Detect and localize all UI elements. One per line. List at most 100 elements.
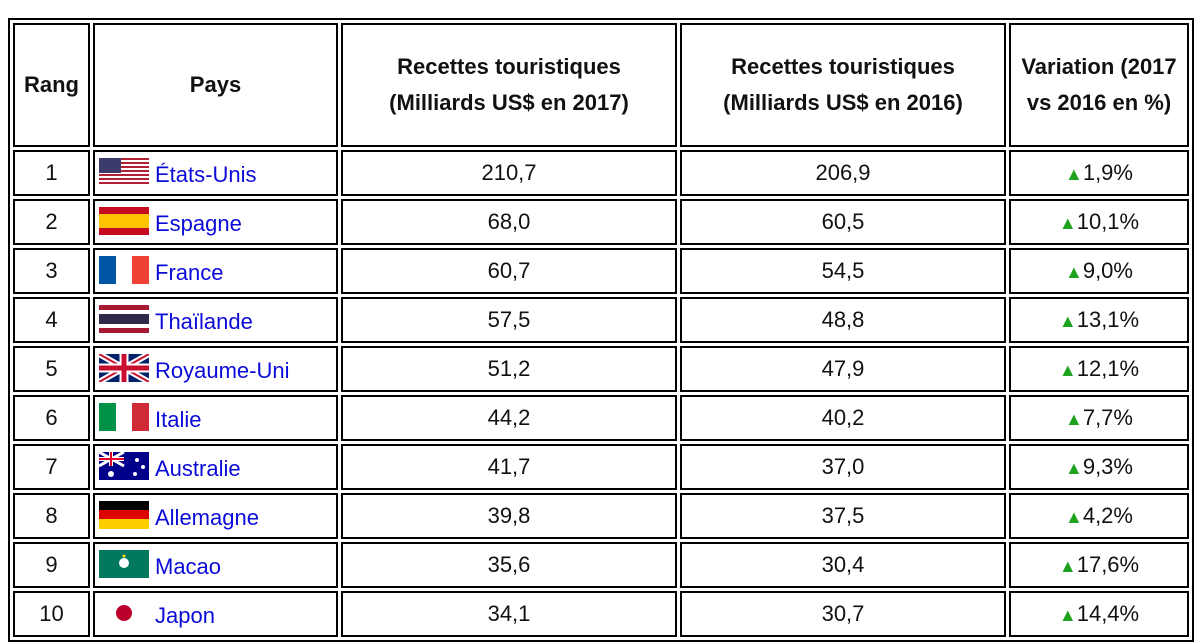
country-cell: Royaume-Uni (93, 346, 338, 392)
variation-cell: ▲7,7% (1009, 395, 1189, 441)
rank-cell: 10 (13, 591, 90, 637)
data-row: 7 Australie 41,7 37,0 ▲9,3% (13, 444, 1189, 490)
value-cell: 37,0 (680, 444, 1006, 490)
flag-icon (99, 550, 149, 578)
country-link[interactable]: Royaume-Uni (155, 358, 290, 383)
country-cell: Allemagne (93, 493, 338, 539)
country-cell: Australie (93, 444, 338, 490)
rank-cell: 9 (13, 542, 90, 588)
value-cell: 44,2 (341, 395, 677, 441)
flag-icon (99, 599, 149, 627)
value-cell: 39,8 (341, 493, 677, 539)
rank-cell: 6 (13, 395, 90, 441)
up-arrow-icon: ▲ (1065, 164, 1083, 184)
header-cell: Recettes touristiques (Milliards US$ en … (341, 23, 677, 147)
variation-cell: ▲1,9% (1009, 150, 1189, 196)
variation-value: 9,3% (1082, 454, 1133, 479)
variation-cell: ▲13,1% (1009, 297, 1189, 343)
flag-icon (99, 501, 149, 529)
up-arrow-icon: ▲ (1058, 556, 1077, 576)
data-row: 1 États-Unis 210,7 206,9 ▲1,9% (13, 150, 1189, 196)
country-link[interactable]: Espagne (155, 211, 242, 236)
value-cell: 48,8 (680, 297, 1006, 343)
value-cell: 41,7 (341, 444, 677, 490)
country-cell: France (93, 248, 338, 294)
rank-cell: 3 (13, 248, 90, 294)
up-arrow-icon: ▲ (1058, 311, 1077, 331)
value-cell: 34,1 (341, 591, 677, 637)
variation-cell: ▲17,6% (1009, 542, 1189, 588)
flag-icon (99, 305, 149, 333)
variation-value: 12,1% (1076, 356, 1140, 381)
value-cell: 60,7 (341, 248, 677, 294)
value-cell: 30,7 (680, 591, 1006, 637)
flag-icon (99, 256, 149, 284)
rank-cell: 7 (13, 444, 90, 490)
country-cell: Japon (93, 591, 338, 637)
flag-icon (99, 403, 149, 431)
header-cell: Rang (13, 23, 90, 147)
data-row: 2 Espagne 68,0 60,5 ▲10,1% (13, 199, 1189, 245)
up-arrow-icon: ▲ (1058, 360, 1077, 380)
country-cell: Espagne (93, 199, 338, 245)
variation-cell: ▲12,1% (1009, 346, 1189, 392)
value-cell: 35,6 (341, 542, 677, 588)
rank-cell: 4 (13, 297, 90, 343)
rank-cell: 2 (13, 199, 90, 245)
table-head: Rang Pays Recettes touristiques (Milliards… (13, 23, 1189, 147)
variation-cell: ▲14,4% (1009, 591, 1189, 637)
variation-cell: ▲4,2% (1009, 493, 1189, 539)
variation-cell: ▲9,3% (1009, 444, 1189, 490)
rank-cell: 8 (13, 493, 90, 539)
country-cell: Thaïlande (93, 297, 338, 343)
value-cell: 60,5 (680, 199, 1006, 245)
header-cell: Variation (2017 vs 2016 en %) (1009, 23, 1189, 147)
country-link[interactable]: Italie (155, 407, 202, 432)
variation-value: 4,2% (1082, 503, 1133, 528)
up-arrow-icon: ▲ (1058, 213, 1077, 233)
country-cell: Italie (93, 395, 338, 441)
data-row: 5 Royaume-Uni 51,2 47,9 ▲12,1% (13, 346, 1189, 392)
value-cell: 51,2 (341, 346, 677, 392)
table-body: 1 États-Unis 210,7 206,9 ▲1,9% 2 Espagne 68,0 60… (13, 150, 1189, 637)
flag-icon (99, 158, 149, 186)
header-row: Rang Pays Recettes touristiques (Milliards… (13, 23, 1189, 147)
value-cell: 40,2 (680, 395, 1006, 441)
flag-icon (97, 351, 151, 385)
rank-cell: 5 (13, 346, 90, 392)
country-link[interactable]: Macao (155, 554, 222, 579)
up-arrow-icon: ▲ (1065, 262, 1083, 282)
data-row: 3 France 60,7 54,5 ▲9,0% (13, 248, 1189, 294)
value-cell: 206,9 (680, 150, 1006, 196)
rank-cell: 1 (13, 150, 90, 196)
flag-icon (98, 450, 149, 480)
country-link[interactable]: Japon (155, 603, 215, 628)
data-row: 6 Italie 44,2 40,2 ▲7,7% (13, 395, 1189, 441)
data-row: 9 Macao 35,6 30,4 ▲17,6% (13, 542, 1189, 588)
data-row: 4 Thaïlande 57,5 48,8 ▲13,1% (13, 297, 1189, 343)
country-link[interactable]: Allemagne (155, 505, 259, 530)
value-cell: 47,9 (680, 346, 1006, 392)
up-arrow-icon: ▲ (1058, 605, 1077, 625)
value-cell: 57,5 (341, 297, 677, 343)
country-link[interactable]: États-Unis (155, 162, 257, 187)
up-arrow-icon: ▲ (1065, 409, 1083, 429)
data-row: 10 Japon 34,1 30,7 ▲14,4% (13, 591, 1189, 637)
value-cell: 68,0 (341, 199, 677, 245)
value-cell: 37,5 (680, 493, 1006, 539)
variation-value: 10,1% (1076, 209, 1140, 234)
country-link[interactable]: France (155, 260, 224, 285)
flag-icon (99, 207, 149, 235)
value-cell: 210,7 (341, 150, 677, 196)
up-arrow-icon: ▲ (1065, 458, 1083, 478)
up-arrow-icon: ▲ (1065, 507, 1083, 527)
tourism-table: Rang Pays Recettes touristiques (Milliards… (8, 18, 1194, 642)
variation-cell: ▲10,1% (1009, 199, 1189, 245)
country-link[interactable]: Thaïlande (155, 309, 253, 334)
value-cell: 30,4 (680, 542, 1006, 588)
variation-value: 13,1% (1076, 307, 1140, 332)
country-link[interactable]: Australie (155, 456, 241, 481)
variation-value: 14,4% (1076, 601, 1140, 626)
variation-cell: ▲9,0% (1009, 248, 1189, 294)
